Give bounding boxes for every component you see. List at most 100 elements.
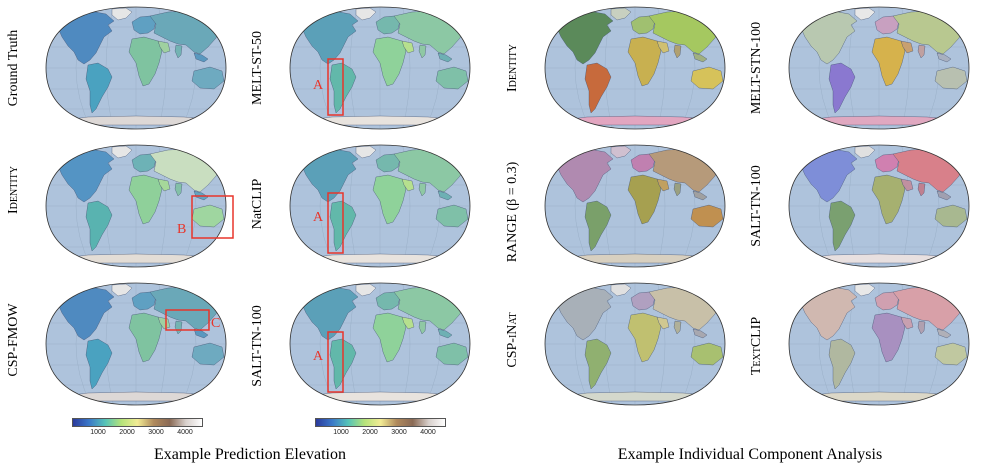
landmass-eur	[375, 15, 401, 35]
landmass-arab	[401, 40, 415, 54]
landmass-sea	[692, 52, 708, 63]
landmass-aus	[934, 204, 968, 228]
landmass-afr	[627, 174, 662, 225]
landmass-afr	[871, 312, 906, 363]
landmass-afr	[372, 36, 407, 87]
colorbar-left: 1000 2000 3000 4000	[72, 418, 203, 440]
colorbar-tick: 2000	[362, 429, 378, 436]
landmass-eur	[375, 153, 401, 173]
landmass-afr	[128, 174, 163, 225]
landmass-sa	[584, 338, 612, 390]
colorbar-tick: 1000	[90, 429, 106, 436]
landmass-grn	[854, 7, 876, 21]
landmass-sea	[692, 328, 708, 339]
landmass-grn	[610, 283, 632, 297]
map-outline	[45, 282, 227, 406]
landmass-na	[556, 286, 614, 341]
landmass-sa	[85, 62, 113, 114]
colorbar-tick: 2000	[119, 429, 135, 436]
map-melt-st-50-elevation: A	[289, 6, 471, 130]
row-label-identity-ica: Identity	[505, 44, 520, 92]
landmass-eur	[131, 15, 157, 35]
landmass-aus	[690, 204, 724, 228]
colorbar-gradient	[72, 418, 203, 427]
landmass-na	[57, 10, 115, 65]
landmass-aus	[934, 66, 968, 90]
colorbar-right: 1000 2000 3000 4000	[315, 418, 446, 440]
landmass-afr	[871, 36, 906, 87]
landmass-sa	[828, 62, 856, 114]
landmass-nz	[970, 225, 975, 233]
landmass-na	[301, 148, 359, 203]
row-label-csp-fmow: CSP-FMOW	[6, 303, 21, 377]
landmass-grn	[111, 7, 133, 21]
map-outline	[544, 6, 726, 130]
landmass-aus	[191, 342, 225, 366]
landmass-ind	[673, 320, 682, 335]
annotation-label-c: C	[211, 316, 220, 331]
landmass-eur	[131, 291, 157, 311]
colorbar-tick: 3000	[148, 429, 164, 436]
landmass-sa	[85, 200, 113, 252]
landmass-afr	[372, 312, 407, 363]
landmass-aus	[934, 342, 968, 366]
landmass-arab	[656, 316, 670, 330]
landmass-nz	[471, 363, 476, 371]
colorbar-tick: 3000	[391, 429, 407, 436]
row-label-natclip: NatCLIP	[250, 178, 265, 230]
annotation-label-a-1: A	[313, 78, 324, 93]
landmass-ind	[418, 182, 427, 197]
colorbar-tick: 4000	[177, 429, 193, 436]
landmass-nz	[227, 225, 232, 233]
landmass-arab	[401, 178, 415, 192]
landmass-na	[301, 10, 359, 65]
annotation-box-a-2	[327, 192, 344, 254]
landmass-afr	[627, 36, 662, 87]
landmass-grn	[355, 283, 377, 297]
map-textclip-ica	[788, 282, 975, 406]
map-outline	[289, 282, 471, 406]
landmass-ind	[917, 182, 926, 197]
landmass-nz	[726, 225, 731, 233]
landmass-aus	[191, 204, 225, 228]
landmass-na	[556, 148, 614, 203]
landmass-na	[800, 10, 858, 65]
landmass-sa	[584, 200, 612, 252]
row-label-melt-stn-100: MELT-STN-100	[749, 21, 764, 115]
landmass-sa	[828, 200, 856, 252]
landmass-eur	[131, 153, 157, 173]
landmass-grn	[854, 283, 876, 297]
landmass-na	[301, 286, 359, 341]
landmass-sea	[936, 52, 952, 63]
annotation-label-a-3: A	[313, 349, 324, 364]
map-identity-elevation: B	[45, 144, 234, 268]
landmass-nz	[970, 363, 975, 371]
row-label-ground-truth: Ground Truth	[6, 29, 21, 107]
landmass-afr	[372, 174, 407, 225]
landmass-afr	[627, 312, 662, 363]
landmass-sea	[692, 190, 708, 201]
map-outline	[45, 144, 227, 268]
annotation-box-c	[165, 309, 210, 331]
map-outline	[544, 282, 726, 406]
landmass-nz	[970, 87, 975, 95]
landmass-sea	[437, 328, 453, 339]
map-outline	[788, 144, 970, 268]
colorbar-tick: 4000	[420, 429, 436, 436]
map-csp-inat-ica	[544, 282, 726, 406]
landmass-ind	[418, 320, 427, 335]
landmass-na	[57, 148, 115, 203]
landmass-sea	[193, 52, 209, 63]
landmass-sea	[936, 328, 952, 339]
landmass-grn	[610, 7, 632, 21]
landmass-aus	[690, 342, 724, 366]
landmass-na	[57, 286, 115, 341]
map-ground-truth	[45, 6, 227, 130]
landmass-sa	[584, 62, 612, 114]
landmass-arab	[656, 178, 670, 192]
map-outline	[289, 6, 471, 130]
annotation-box-b	[191, 195, 234, 239]
landmass-arab	[900, 316, 914, 330]
landmass-eur	[874, 153, 900, 173]
landmass-ind	[673, 44, 682, 59]
